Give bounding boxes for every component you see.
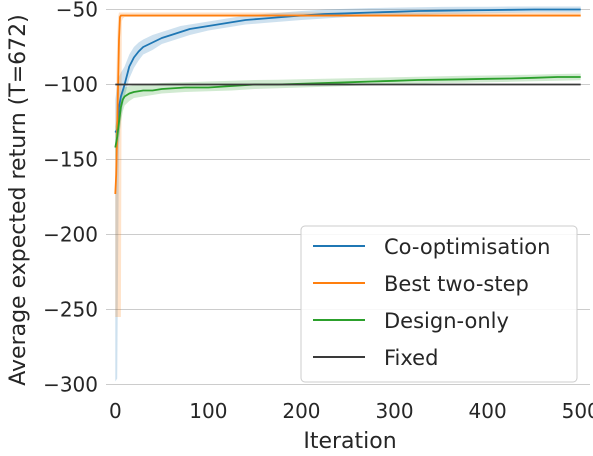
series-lines	[114, 8, 581, 195]
legend: Co-optimisation Best two-step Design-only F…	[300, 225, 578, 383]
y-tick-label: −50	[56, 0, 98, 22]
design-only-line	[114, 76, 581, 148]
y-axis-ticks: −50 −100 −150 −200 −250 −300	[43, 0, 98, 397]
y-tick-label: −300	[43, 373, 98, 397]
y-tick-label: −200	[43, 223, 98, 247]
legend-label: Fixed	[384, 346, 438, 370]
x-tick-label: 500	[562, 399, 593, 423]
x-axis-ticks: 0 100 200 300 400 500	[109, 399, 593, 423]
y-axis-label: Average expected return (T=672)	[6, 14, 31, 386]
best-two-step-line	[114, 14, 581, 195]
x-axis-label: Iteration	[303, 429, 396, 454]
co-optimisation-line	[114, 8, 581, 133]
legend-items: Co-optimisation Best two-step Design-only F…	[313, 235, 550, 370]
x-tick-label: 100	[189, 399, 227, 423]
x-tick-label: 400	[469, 399, 507, 423]
y-tick-label: −150	[43, 148, 98, 172]
x-tick-label: 300	[375, 399, 413, 423]
design-only-band	[115, 73, 581, 160]
legend-box	[300, 225, 578, 383]
legend-label: Best two-step	[384, 272, 529, 296]
y-tick-label: −100	[43, 73, 98, 97]
x-tick-label: 0	[109, 399, 122, 423]
legend-label: Co-optimisation	[384, 235, 550, 259]
legend-label: Design-only	[384, 309, 509, 333]
x-tick-label: 200	[282, 399, 320, 423]
y-tick-label: −250	[43, 298, 98, 322]
